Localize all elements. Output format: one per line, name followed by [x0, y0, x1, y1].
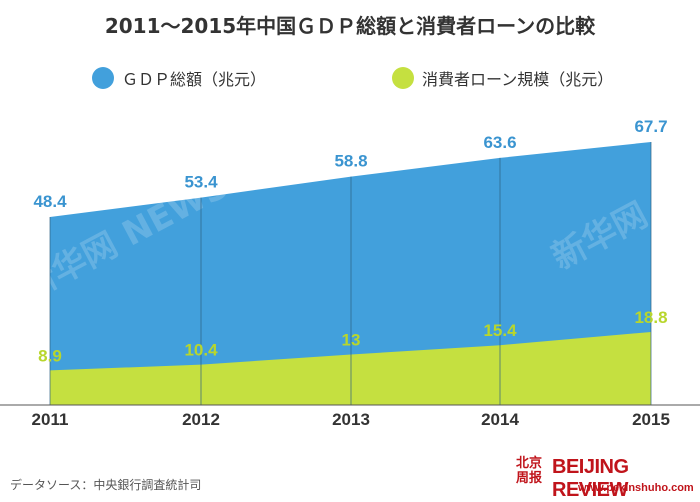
logo-url: www.pekinshuho.com	[578, 482, 694, 494]
gdp-value-label-2012: 53.4	[184, 173, 218, 192]
x-tick-2015: 2015	[632, 410, 670, 429]
loan-value-label-2015: 18.8	[634, 308, 667, 327]
x-tick-2012: 2012	[182, 410, 220, 429]
gdp-value-label-2015: 67.7	[634, 117, 667, 136]
loan-value-label-2014: 15.4	[483, 321, 517, 340]
loan-value-label-2013: 13	[342, 331, 361, 350]
gdp-value-label-2011: 48.4	[33, 192, 67, 211]
loan-value-label-2011: 8.9	[38, 346, 62, 365]
legend-gdp-swatch	[92, 67, 114, 89]
logo-english: BEIJING REVIEW	[552, 456, 629, 501]
loan-value-label-2012: 10.4	[184, 341, 218, 360]
source-note: データソース：中央銀行調査統計司	[10, 478, 202, 492]
beijing-review-logo: 北京 周报 BEIJING REVIEW www.pekinshuho.com	[516, 456, 696, 501]
gdp-value-label-2013: 58.8	[334, 152, 367, 171]
chart-title: 2011〜2015年中国ＧＤＰ総額と消費者ローンの比較	[104, 14, 596, 38]
x-tick-2014: 2014	[481, 410, 519, 429]
x-tick-2011: 2011	[32, 410, 69, 429]
legend-gdp: ＧＤＰ総額（兆元）	[92, 66, 266, 90]
gdp-value-label-2014: 63.6	[483, 133, 516, 152]
logo-chinese: 北京 周报	[516, 456, 543, 486]
legend-loan-swatch	[392, 67, 414, 89]
legend-loan: 消費者ローン規模（兆元）	[392, 66, 613, 90]
legend-loan-label: 消費者ローン規模（兆元）	[422, 70, 614, 89]
legend-gdp-label: ＧＤＰ総額（兆元）	[122, 70, 267, 89]
x-tick-2013: 2013	[332, 410, 370, 429]
